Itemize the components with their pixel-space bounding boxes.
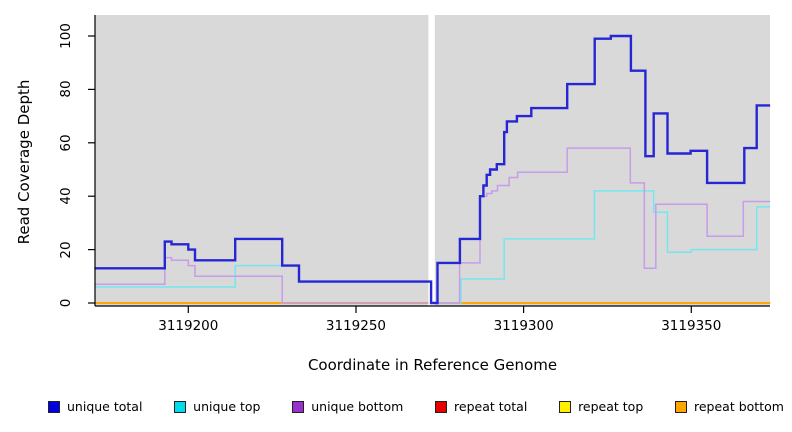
- legend-swatch-icon: [675, 400, 687, 413]
- legend-swatch-icon: [48, 400, 60, 413]
- legend-label: unique total: [67, 399, 143, 414]
- series-unique-total: [94, 34, 771, 305]
- x-tick-label: 3119200: [158, 318, 219, 334]
- x-tick-label: 3119250: [325, 318, 387, 334]
- y-tick-label: 60: [58, 134, 74, 152]
- legend-item-unique-bottom: unique bottom: [292, 399, 403, 414]
- legend-swatch-icon: [174, 400, 187, 413]
- y-tick-label: 0: [58, 298, 74, 308]
- legend-item-unique-total: unique total: [48, 399, 142, 414]
- legend-swatch-icon: [435, 400, 448, 413]
- y-tick-label: 40: [58, 187, 74, 205]
- y-tick-label: 20: [58, 241, 74, 259]
- legend-label: repeat top: [578, 399, 644, 414]
- x-axis-title: Coordinate in Reference Genome: [307, 356, 558, 374]
- y-axis-title: Read Coverage Depth: [15, 79, 33, 245]
- series-unique-bottom: [94, 147, 771, 304]
- x-tick-label: 3119350: [661, 318, 722, 334]
- legend-item-repeat-bottom: repeat bottom: [675, 399, 784, 414]
- y-tick-label: 80: [58, 80, 74, 98]
- legend-label: repeat bottom: [694, 399, 784, 414]
- legend-label: repeat total: [454, 399, 528, 414]
- legend-label: unique bottom: [311, 399, 404, 414]
- plot-area: [88, 15, 771, 313]
- legend-swatch-icon: [292, 400, 305, 413]
- legend-swatch-icon: [559, 400, 572, 413]
- legend-item-repeat-total: repeat total: [435, 399, 527, 414]
- coverage-gap-band: [428, 15, 435, 306]
- legend: unique total unique top unique bottom repea…: [48, 399, 784, 414]
- legend-item-repeat-top: repeat top: [559, 399, 643, 414]
- legend-item-unique-top: unique top: [174, 399, 260, 414]
- legend-label: unique top: [193, 399, 261, 414]
- x-tick-label: 3119300: [493, 318, 554, 334]
- y-tick-label: 100: [58, 23, 74, 49]
